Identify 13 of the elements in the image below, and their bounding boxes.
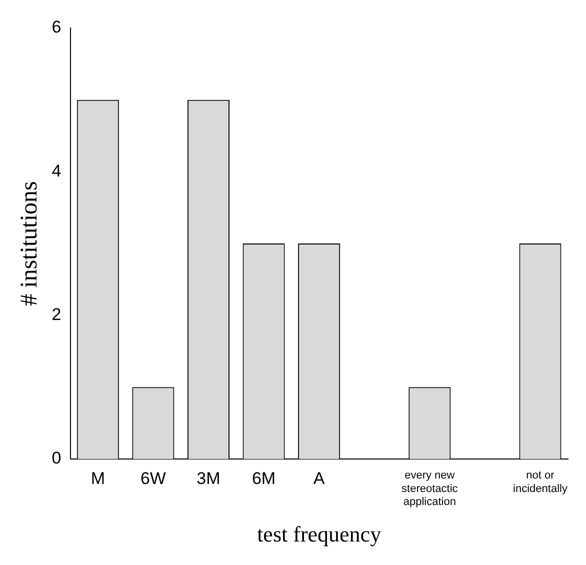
x-tick-label: 6W <box>140 468 166 488</box>
x-axis-title: test frequency <box>257 522 382 547</box>
y-tick-label: 6 <box>52 18 62 37</box>
y-tick-label: 2 <box>52 305 62 324</box>
x-tick-label: 6M <box>252 468 276 488</box>
x-tick-label: 3M <box>196 468 220 488</box>
y-tick-label: 4 <box>52 161 62 180</box>
y-axis-title: # institutions <box>16 181 43 306</box>
x-tick-label: every new stereotactic application <box>402 470 458 508</box>
y-tick-label: 0 <box>52 448 62 468</box>
x-tick-label: M <box>90 468 105 488</box>
x-tick-label: A <box>313 468 326 488</box>
x-tick-label: not or incidentally <box>513 470 568 495</box>
